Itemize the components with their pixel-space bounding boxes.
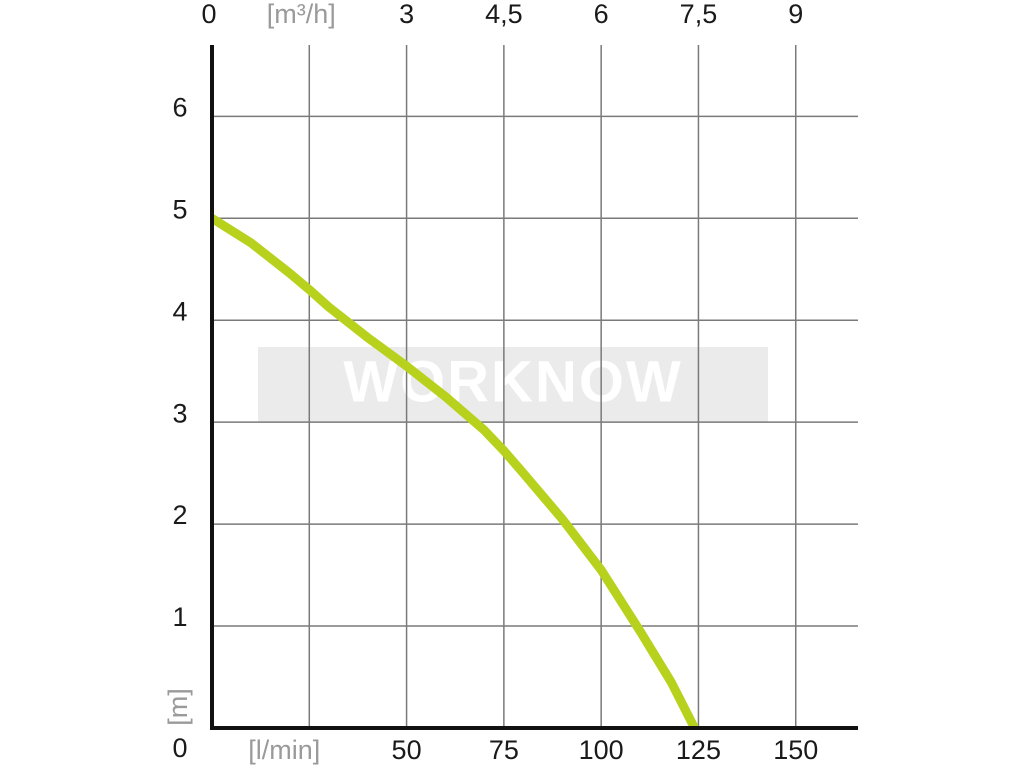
watermark-box (258, 347, 768, 422)
x2-tick-label: [m³/h] (267, 0, 336, 29)
y-tick-label: 4 (172, 296, 187, 326)
y-tick-label: 6 (172, 92, 187, 122)
x2-tick-label: 4,5 (485, 0, 523, 29)
x-tick-label: 125 (676, 735, 721, 765)
x2-tick-label: 6 (594, 0, 609, 29)
x2-tick-label: 3 (399, 0, 414, 29)
y-tick-label: 5 (172, 194, 187, 224)
y-axis-label: [m] (163, 688, 193, 726)
x-tick-label: 75 (489, 735, 519, 765)
x2-tick-label: 9 (788, 0, 803, 29)
x-tick-label: 50 (392, 735, 422, 765)
grid (212, 45, 858, 728)
pump-curve (209, 214, 699, 731)
y-tick-label: 1 (172, 602, 187, 632)
x2-tick-label: 7,5 (680, 0, 718, 29)
y-tick-label: 2 (172, 500, 187, 530)
x-tick-label: 100 (579, 735, 624, 765)
y-tick-label: 0 (172, 733, 187, 763)
y-tick-label: 3 (172, 398, 187, 428)
x2-tick-label: 0 (201, 0, 216, 29)
plot (209, 214, 699, 731)
x-tick-label: 150 (773, 735, 818, 765)
x-tick-label: [l/min] (248, 735, 320, 765)
